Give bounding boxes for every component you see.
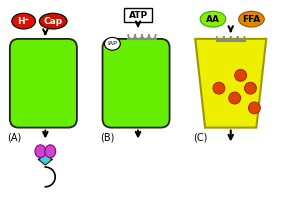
Ellipse shape [105, 37, 120, 50]
Ellipse shape [45, 145, 56, 158]
Text: AA: AA [206, 15, 220, 24]
Ellipse shape [239, 11, 264, 27]
FancyBboxPatch shape [10, 39, 77, 128]
Ellipse shape [200, 11, 226, 27]
Circle shape [248, 102, 260, 114]
Text: IAP: IAP [108, 41, 117, 46]
FancyBboxPatch shape [103, 39, 170, 128]
Circle shape [213, 82, 225, 94]
Ellipse shape [35, 145, 46, 158]
Text: H⁺: H⁺ [17, 17, 30, 26]
FancyArrow shape [38, 149, 53, 165]
Text: (B): (B) [101, 133, 115, 143]
Ellipse shape [39, 13, 67, 29]
FancyBboxPatch shape [124, 8, 152, 22]
Circle shape [229, 92, 241, 104]
Text: ATP: ATP [128, 11, 148, 20]
Ellipse shape [12, 13, 35, 29]
Text: Cap: Cap [44, 17, 63, 26]
Polygon shape [195, 39, 266, 128]
Circle shape [235, 69, 246, 81]
Text: (C): (C) [193, 133, 208, 143]
Text: FFA: FFA [242, 15, 260, 24]
Circle shape [244, 82, 256, 94]
Text: (A): (A) [7, 133, 21, 143]
